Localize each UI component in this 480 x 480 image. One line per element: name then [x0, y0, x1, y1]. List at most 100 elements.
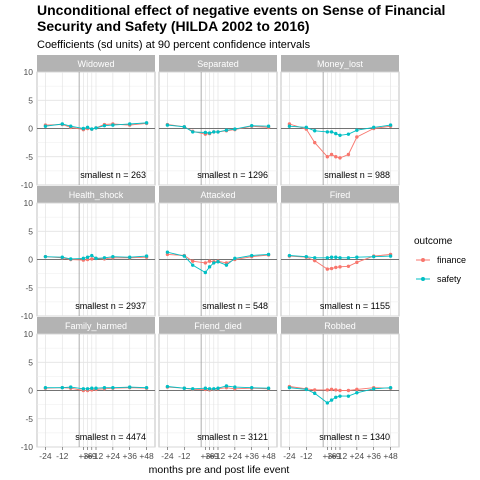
x-tick-label: +36	[367, 451, 382, 461]
data-point-safety	[250, 253, 254, 258]
x-tick-label: +48	[261, 451, 276, 461]
legend: outcome finance safety	[414, 236, 466, 284]
data-point-safety	[338, 256, 342, 260]
data-point-safety	[388, 123, 393, 127]
data-point-safety	[43, 385, 48, 390]
x-tick-label: +3	[323, 451, 333, 461]
x-tick-label: +6	[205, 451, 215, 461]
panel-strip	[37, 186, 155, 203]
x-tick-label: +36	[123, 451, 138, 461]
data-point-safety	[304, 254, 308, 259]
x-tick-label: +48	[139, 451, 154, 461]
legend-label: safety	[437, 274, 462, 284]
data-point-safety	[304, 387, 308, 392]
data-point-safety	[334, 255, 338, 259]
data-point-safety	[372, 125, 376, 130]
data-point-safety	[266, 386, 271, 390]
data-point-safety	[81, 387, 86, 391]
data-point-safety	[287, 253, 292, 258]
data-point-safety	[372, 254, 376, 259]
sample-size-label: smallest n = 4474	[75, 432, 146, 442]
y-tick-label: 10	[24, 198, 34, 208]
panel-attacked: Attacked smallest n = 548	[158, 186, 278, 317]
y-tick-label: 10	[24, 67, 34, 77]
data-point-safety	[224, 128, 229, 132]
x-tick-label: -12	[56, 451, 69, 461]
x-tick-label: +6	[327, 451, 337, 461]
panel-strip-label: Money_lost	[317, 59, 364, 69]
legend-label: finance	[437, 255, 466, 265]
data-point-safety	[182, 386, 186, 390]
data-point-safety	[207, 131, 212, 135]
data-point-safety	[216, 386, 220, 390]
x-tick-label: +9	[87, 451, 97, 461]
panel-strip-label: Robbed	[324, 321, 356, 331]
data-point-safety	[207, 265, 212, 269]
data-point-safety	[203, 386, 208, 390]
x-tick-label: +12	[89, 451, 104, 461]
x-tick-label: -24	[39, 451, 52, 461]
data-point-safety	[216, 260, 220, 264]
data-point-finance	[203, 261, 208, 265]
chart-subtitle: Coefficients (sd units) at 90 percent co…	[37, 39, 311, 51]
data-point-safety	[355, 128, 359, 132]
data-point-safety	[334, 131, 338, 136]
data-point-finance	[325, 267, 330, 271]
panel-separated: Separated smallest n = 1296	[158, 55, 278, 186]
y-tick-label: 0	[28, 124, 33, 134]
sample-size-label: smallest n = 548	[202, 301, 268, 311]
data-point-finance	[329, 266, 334, 271]
x-tick-label: +48	[383, 451, 398, 461]
panel-strip-label: Separated	[197, 59, 239, 69]
data-point-safety	[81, 126, 86, 131]
sample-size-label: smallest n = 263	[80, 170, 146, 180]
data-point-finance	[334, 388, 338, 392]
data-point-safety	[207, 387, 212, 391]
panel-money-lost: Money_lost smallest n = 988	[280, 55, 400, 186]
data-point-safety	[355, 255, 359, 259]
data-point-finance	[338, 265, 342, 269]
data-point-safety	[329, 398, 334, 402]
panel-strip-label: Health_shock	[69, 190, 124, 200]
data-point-finance	[334, 265, 338, 270]
data-point-safety	[388, 385, 393, 390]
y-tick-label: -5	[25, 152, 33, 162]
panel-robbed: Robbed smallest n = 1340 -24 -12 +3+6+9+12 +2…	[280, 317, 400, 461]
data-point-safety	[325, 130, 330, 134]
data-point-safety	[128, 122, 132, 126]
data-point-safety	[191, 387, 195, 391]
x-tick-label: +6	[83, 451, 93, 461]
y-tick-label: 0	[28, 386, 33, 396]
y-tick-label: -5	[25, 283, 33, 293]
data-point-safety	[69, 257, 73, 261]
data-point-safety	[203, 130, 208, 135]
panel-strip-label: Widowed	[77, 59, 114, 69]
data-point-finance	[325, 155, 330, 159]
panel-strip	[281, 55, 399, 72]
facet-panels: Widowed smallest n = 263 -10 -5 0 5 10 Separate…	[21, 55, 400, 461]
data-point-safety	[191, 130, 195, 134]
x-tick-label: +12	[211, 451, 226, 461]
data-point-safety	[43, 124, 48, 128]
data-point-safety	[329, 130, 334, 134]
data-point-safety	[212, 261, 216, 265]
data-point-finance	[346, 388, 351, 393]
data-point-safety	[216, 130, 220, 134]
panel-fired: Fired smallest n = 1155	[280, 186, 400, 317]
data-point-safety	[334, 395, 338, 399]
data-point-safety	[313, 256, 317, 260]
data-point-safety	[90, 386, 94, 390]
panel-strip	[159, 55, 277, 72]
data-point-safety	[325, 401, 330, 405]
sample-size-label: smallest n = 1340	[319, 432, 390, 442]
data-point-safety	[233, 127, 237, 131]
chart-title-line-1: Unconditional effect of negative events …	[37, 2, 445, 18]
data-point-finance	[346, 152, 351, 157]
y-tick-label: 0	[28, 255, 33, 265]
x-tick-label: -12	[178, 451, 191, 461]
data-point-safety	[203, 270, 208, 275]
data-point-finance	[338, 156, 342, 160]
legend-key-point	[421, 258, 425, 262]
data-point-safety	[287, 385, 292, 390]
